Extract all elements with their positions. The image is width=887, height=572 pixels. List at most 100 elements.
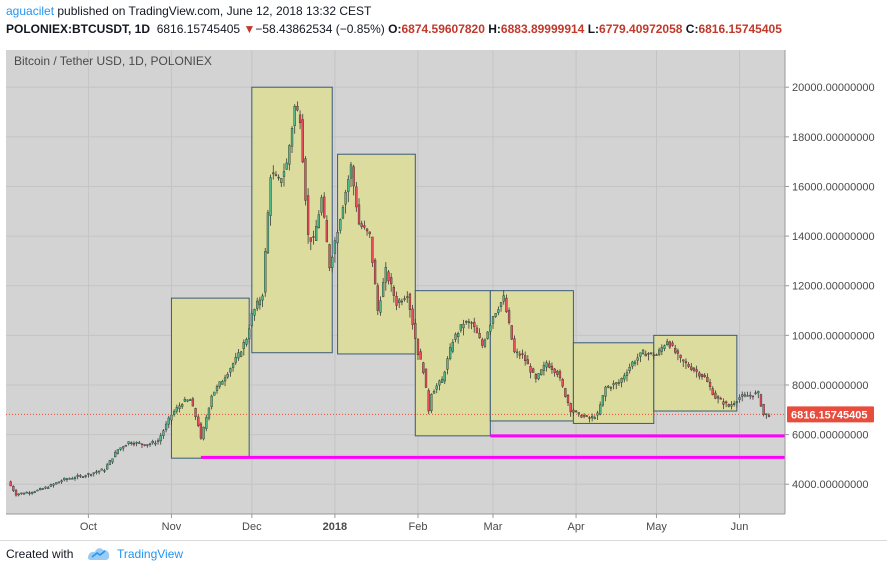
candle-body: [518, 353, 521, 356]
range-box-4: [414, 290, 491, 437]
candle-body: [666, 341, 669, 345]
candle-body: [510, 325, 513, 340]
candle-body: [700, 374, 704, 378]
candle-body: [462, 323, 465, 329]
candle-body: [585, 415, 588, 417]
candle-body: [671, 342, 674, 346]
candle-body: [676, 350, 680, 354]
symbol-name[interactable]: POLONIEX:BTCUSDT, 1D: [6, 22, 151, 36]
candle-body: [371, 236, 374, 263]
candle-body: [762, 403, 765, 415]
candle-body: [548, 363, 551, 368]
candle-body: [459, 324, 462, 331]
candle-body: [655, 354, 658, 356]
candle-body: [641, 349, 645, 355]
candle-body: [588, 417, 591, 419]
candle-body: [494, 313, 497, 317]
low-label: L:: [587, 22, 600, 36]
candle-body: [30, 492, 34, 494]
candle-body: [248, 328, 251, 340]
candle-body: [628, 366, 631, 372]
range-box-3: [337, 153, 416, 355]
candle-body: [162, 430, 165, 436]
candle-body: [47, 487, 50, 489]
candle-body: [92, 472, 95, 474]
candle-body: [617, 382, 621, 384]
candle-body: [239, 351, 243, 357]
candle-body: [312, 236, 315, 238]
candle-body: [306, 195, 310, 235]
candle-body: [419, 351, 422, 360]
footer: Created with TradingView: [0, 540, 887, 572]
candle-body: [245, 339, 248, 345]
candle-body: [148, 443, 152, 446]
candle-body: [668, 341, 671, 348]
candle-body: [81, 476, 85, 478]
candle-body: [304, 158, 307, 201]
author-link[interactable]: aguacilet: [6, 4, 55, 18]
candle-body: [325, 220, 329, 243]
candle-body: [561, 379, 564, 387]
candle-body: [591, 415, 594, 419]
candle-body: [424, 368, 428, 388]
candle-body: [242, 342, 245, 349]
down-triangle-icon: ▼: [243, 22, 256, 36]
candle-body: [363, 225, 366, 228]
price-chart[interactable]: 4000.00000000 6000.00000000 8000.00000000 1…: [0, 40, 887, 540]
candle-body: [746, 395, 749, 397]
candle-body: [89, 474, 93, 476]
candle-body: [432, 391, 436, 394]
range-box-7: [653, 334, 738, 412]
candle-body: [502, 295, 505, 302]
candle-body: [738, 397, 741, 400]
candle-body: [532, 368, 535, 373]
candle-body: [631, 361, 634, 367]
candle-body: [607, 385, 610, 388]
candle-body: [698, 372, 701, 377]
publish-info: aguacilet published on TradingView.com, …: [6, 4, 371, 18]
candle-body: [290, 128, 294, 147]
candle-body: [674, 348, 677, 353]
candle-body: [33, 491, 36, 493]
candle-body: [604, 386, 607, 397]
candle-body: [194, 408, 197, 418]
candle-body: [679, 354, 682, 359]
candle-body: [231, 363, 235, 368]
candle-body: [159, 435, 162, 442]
candle-body: [497, 309, 500, 313]
x-tick-label: Oct: [80, 521, 97, 533]
candle-body: [427, 390, 430, 412]
candle-body: [213, 391, 216, 396]
tradingview-brand[interactable]: TradingView: [117, 547, 184, 561]
candle-body: [724, 401, 728, 404]
candle-body: [398, 299, 401, 303]
candle-body: [454, 333, 457, 340]
candle-body: [140, 443, 144, 445]
candle-body: [569, 403, 572, 413]
candle-body: [124, 444, 128, 447]
chart-area[interactable]: 4000.00000000 6000.00000000 8000.00000000 1…: [0, 40, 887, 540]
candle-body: [132, 443, 136, 445]
x-tick-label: Jun: [731, 521, 749, 533]
candle-body: [71, 478, 74, 480]
candle-body: [623, 375, 626, 380]
candle-body: [264, 251, 267, 293]
y-tick-label: 6000.00000000: [792, 430, 868, 442]
candle-body: [298, 114, 302, 124]
candle-body: [722, 401, 725, 405]
candle-body: [558, 371, 562, 379]
candle-body: [234, 356, 237, 363]
candle-body: [210, 395, 213, 407]
candle-body: [652, 354, 655, 357]
tradingview-logo-icon[interactable]: [86, 544, 112, 562]
candle-body: [12, 485, 15, 491]
candle-body: [572, 409, 575, 413]
candle-body: [186, 399, 189, 402]
candle-body: [49, 484, 53, 487]
candle-body: [596, 412, 599, 416]
candle-body: [119, 447, 122, 450]
open-value: 6874.59607820: [401, 22, 485, 36]
candle-body: [507, 310, 511, 323]
candle-body: [181, 404, 184, 407]
x-tick-label: Feb: [408, 521, 427, 533]
